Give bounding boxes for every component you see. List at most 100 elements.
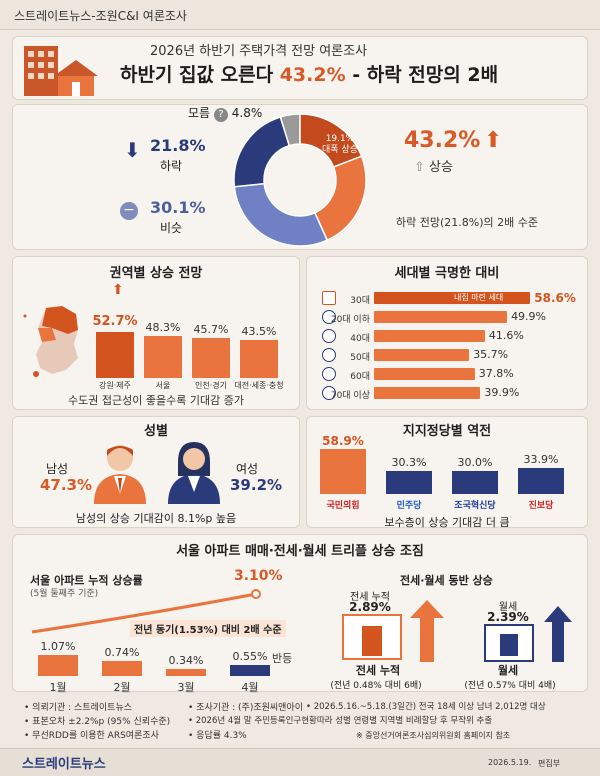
wolse-note: (전년 0.57% 대비 4배) [464,681,556,691]
male-pct: 47.3% [40,476,93,494]
donut-note: 하락 전망(21.8%)의 2배 수준 [396,216,538,229]
header-panel [12,36,588,100]
male-label: 남성 [46,462,69,476]
top-bar: 스트레이트뉴스-조원C&I 여론조사 [0,0,600,30]
generation-title: 세대별 극명한 대비 [394,266,500,281]
generation-category-label: 60대 [350,372,370,382]
jeonse-bottom: 전세 누적 [355,664,401,677]
seoul-value-label: 0.74% [104,646,140,660]
generation-person-icon [322,386,336,400]
region-up-arrow-icon: ⬆ [112,282,124,298]
small-up-arrow-icon: ⇧ [414,160,425,175]
generation-value-label: 35.7% [473,348,509,361]
generation-person-icon [322,310,336,324]
seoul-right-title: 전세·월세 동반 상승 [400,574,493,587]
footer-editor: 편집부 [538,759,561,768]
region-footnote: 수도권 접근성이 좋을수록 기대감 증가 [68,394,244,407]
wolse-pct: 2.39% [487,610,529,624]
seoul-value-label: 0.34% [168,654,204,668]
header-subtitle: 2026년 하반기 주택가격 전망 여론조사 [150,44,368,59]
footer-response: • 응답률 4.3% [188,731,247,741]
inner-label: 대폭 상승 [322,145,358,155]
generation-person-icon [322,329,336,343]
female-label: 여성 [236,462,259,476]
seoul-title: 서울 아파트 매매·전세·월세 트리플 상승 조짐 [176,544,424,559]
party-value-label: 30.3% [391,455,427,469]
female-pct: 39.2% [230,476,283,494]
generation-bar [374,311,508,323]
jeonse-pct: 2.89% [349,600,391,614]
generation-chart: 30대 58.6% 20대 이하 49.9% 40대 41.6% 50대 35.7% 60대 37… [306,284,588,404]
donut-chart [233,113,367,247]
generation-person-icon [322,291,336,305]
seoul-left-title: 서울 아파트 누적 상승률 [30,574,143,587]
seoul-category-label: 1월 [49,681,67,694]
unknown-legend: 모름 ? 4.8% [188,104,262,122]
up-pct: 43.2% [404,128,481,153]
up-label: 상승 [429,160,453,175]
footer-reference: ※ 중앙선거여론조사심의위원회 홈페이지 참조 [356,731,511,740]
seoul-category-label: 4월 [241,681,259,694]
party-bar [452,471,498,494]
female-icon [168,442,220,504]
donut-inner-label: 19.1% 대폭 상승 [318,134,362,156]
generation-bar [374,368,475,380]
header-title-c: - 하락 전망의 2배 [345,64,499,86]
region-value-label: 48.3% [145,320,181,334]
footer-error: • 표본오차 ±2.2%p (95% 신뢰수준) [24,717,171,727]
generation-value-label: 41.6% [488,329,524,342]
party-value-label: 58.9% [322,433,364,448]
wolse-arrow-icon [544,606,572,662]
gender-footnote: 남성의 상승 기대감이 8.1%p 높음 [75,512,237,525]
male-icon [94,445,146,504]
question-icon: ? [213,108,228,122]
party-value-label: 30.0% [457,456,493,469]
region-value-label: 43.5% [241,324,277,338]
party-bar [320,448,366,494]
footer-client: • 의뢰기관 : 스트레이트뉴스 [24,703,133,713]
party-footnote: 보수층이 상승 기대감 더 큼 [384,516,510,529]
header-title: 하반기 집값 오른다 43.2% - 하락 전망의 2배 [120,60,498,87]
gender-title: 성별 [144,424,168,439]
up-arrow-icon: ⬆ [484,128,503,153]
seoul-bar [230,665,270,676]
generation-category-label: 70대 이상 [330,391,370,401]
seoul-bar [102,661,142,676]
generation-bar [374,330,485,342]
down-label: 하락 [160,159,183,173]
generation-value-label: 49.9% [511,310,547,323]
region-title: 권역별 상승 전망 [109,266,203,281]
generation-person-icon [322,367,336,381]
footer-logo: 스트레이트뉴스 [22,757,106,772]
party-category-label: 조국혁신당 [454,501,496,511]
seoul-peak: 3.10% [234,568,283,584]
seoul-category-label: 2월 [113,681,131,694]
generation-value-label: 39.9% [484,386,520,399]
wolse-bottom: 월세 [497,664,519,677]
region-value-label: 52.7% [92,313,138,329]
jeonse-arrow-icon [410,600,444,662]
party-category-label: 진보당 [528,501,554,511]
party-title: 지지정당별 역전 [402,424,492,439]
unknown-label: 모름 [188,106,211,120]
donut-slice-sharp-rise [299,113,363,168]
party-bar [386,470,432,494]
up-label-wrap: ⇧ 상승 [414,156,453,175]
party-category-label: 국민의힘 [326,501,360,511]
generation-category-label: 40대 [350,334,370,344]
generation-value-label: 58.6% [534,291,576,305]
unknown-pct: 4.8% [231,106,263,120]
seoul-chart: 1.07% 1월 0.74% 2월 0.34% 3월 0.55% 4월 반등 [22,630,292,694]
footer-sampling: • 2026년 4월 말 주민등록인구현황따라 성별 연령별 지역별 비례할당 … [188,716,493,726]
seoul-compare: 전년 동기(1.53%) 대비 2배 수준 [130,620,286,637]
same-label: 비슷 [160,221,183,235]
footer-bar [0,748,600,776]
gender-panel [12,416,300,528]
minus-icon: − [120,202,138,220]
region-bar [240,339,278,378]
generation-bar [374,349,470,361]
seoul-value-label: 0.55% [232,650,268,663]
region-chart: 52.7% 강원·제주 48.3% 서울 45.7% 인천·경기 43.5% 대전·세종·충청 [90,300,290,390]
seoul-rebound-label: 반등 [272,652,293,665]
footer-period: • 2026.5.16.~5.18.(3일간) 전국 18세 이상 남녀 2,0… [306,702,546,712]
